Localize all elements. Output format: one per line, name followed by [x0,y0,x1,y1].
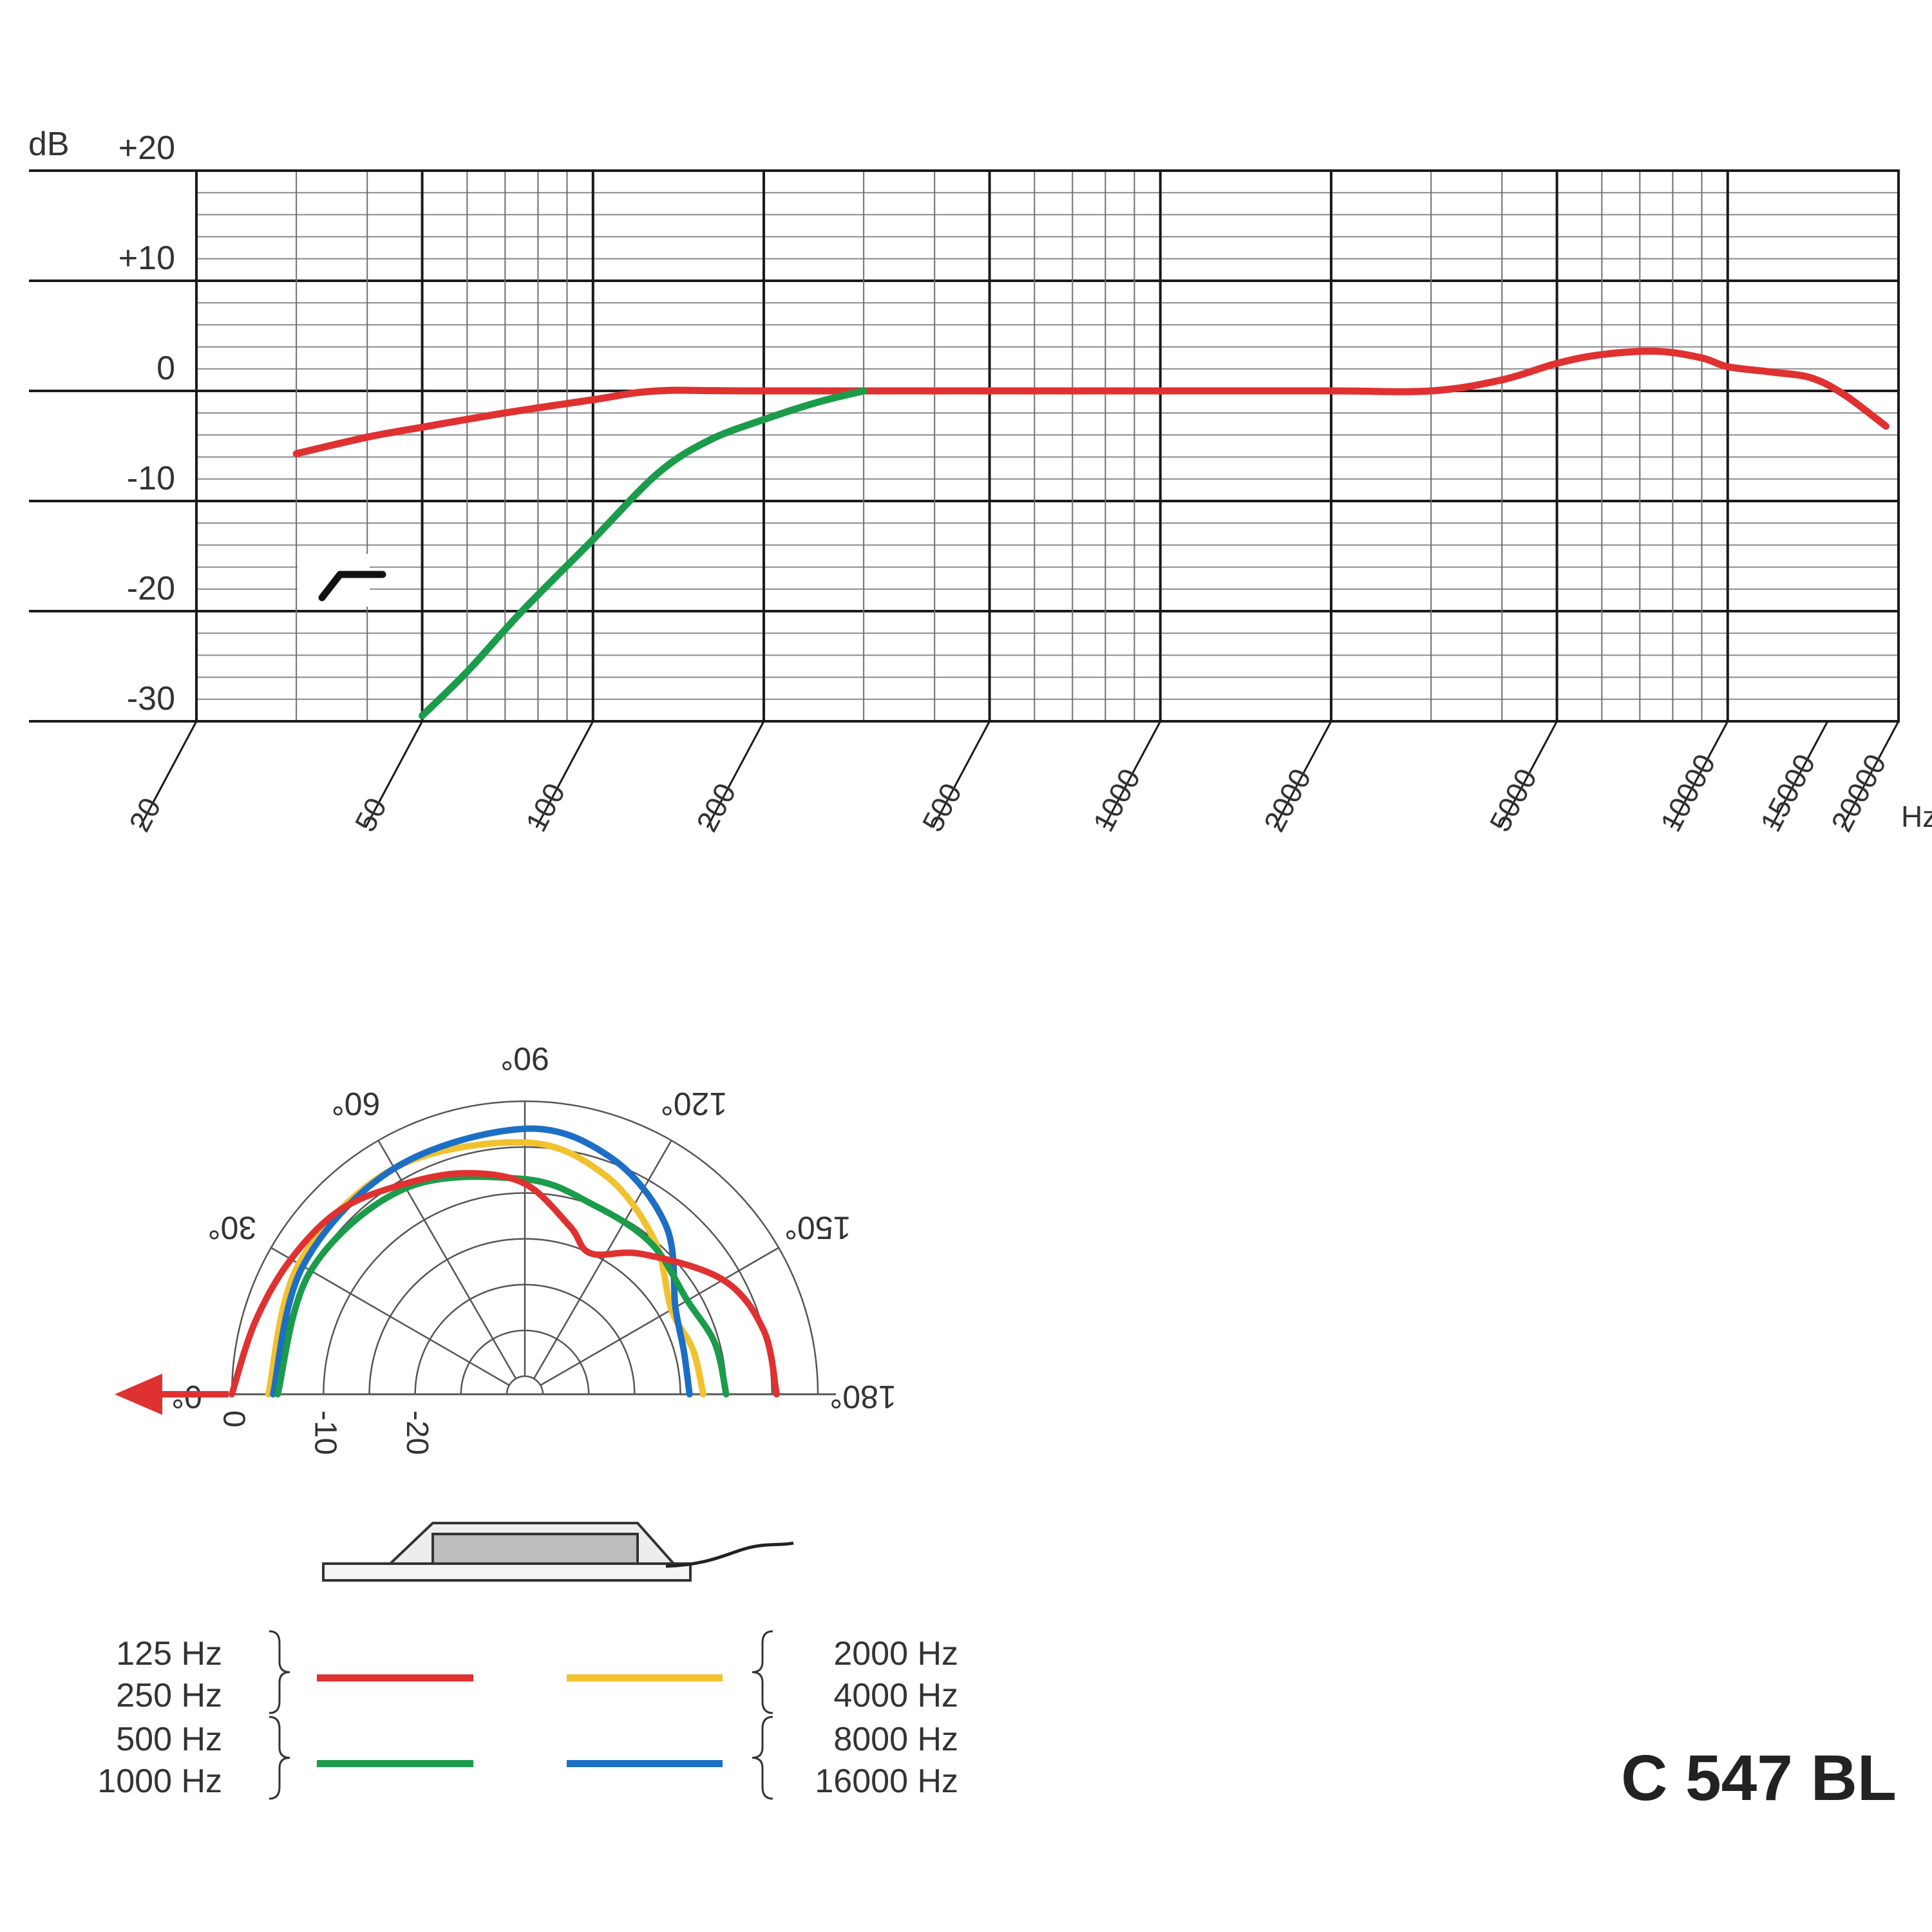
x-tick-leader [1770,721,1829,828]
polar-angle-label: 30° [208,1209,257,1245]
polar-center [506,1375,544,1395]
x-tick-label: 10000 [1654,748,1722,837]
x-tick-label: 15000 [1754,748,1822,837]
y-tick-label: -10 [127,460,175,497]
legend-label: 1000 Hz [97,1763,222,1800]
x-tick-labels: 20 50 100 200 500 1000 2000 5000 10000 15000 20000 [122,721,1900,837]
plot-frame [195,169,1900,723]
polar-spoke [270,1247,510,1387]
x-tick-leader [365,721,423,828]
x-tick-leader [1841,721,1900,828]
reference-arrow [115,1374,229,1415]
polar-radius-label: -10 [308,1410,343,1455]
legend-brace [269,1716,290,1800]
polar-spoke [540,1247,779,1387]
x-tick-leader [1670,721,1729,828]
y-unit-label: dB [28,126,70,163]
x-tick-label: 1000 [1086,763,1147,837]
high-pass-filter-icon [298,554,386,607]
polar-curves [229,1125,780,1397]
response-curves [292,347,1889,719]
legend-label: 125 Hz [116,1635,222,1672]
polar-curve-4 [270,1125,693,1397]
x-tick-label: 200 [690,778,743,837]
legend-group: 8000 Hz 16000 Hz [567,1716,958,1800]
x-tick-leader [1499,721,1558,828]
x-tick-label: 50 [348,792,393,837]
polar-curve-2 [274,1173,730,1397]
y-tick-label: 0 [156,350,175,387]
legend-brace [752,1630,773,1714]
legend-group: 2000 Hz 4000 Hz [567,1630,958,1714]
legend-group: 125 Hz 250 Hz [116,1630,473,1714]
response-curve-2 [419,387,867,719]
x-tick-leader [932,721,990,828]
x-tick-leader [706,721,765,828]
y-tick-label: +10 [118,240,175,277]
x-tick-label: 20 [122,792,167,837]
x-unit-label: Hz [1901,800,1932,833]
y-tick-labels: +20 +10 0 -10 -20 -30 [118,129,175,717]
x-tick-leader [535,721,594,828]
polar-spoke [377,1140,517,1379]
x-tick-leader [138,721,198,828]
polar-grid [231,1100,836,1395]
boundary-microphone-icon [322,1522,794,1582]
frequency-response-chart: +20 +10 0 -10 -20 -30 dB 20 50 100 200 500 1000 200… [28,126,1932,837]
legend-brace [752,1716,773,1800]
legend-label: 2000 Hz [833,1635,958,1672]
polar-angle-label: 90° [500,1041,549,1077]
y-tick-label: -30 [127,680,175,717]
frequency-grid [29,169,1900,723]
legend-label: 4000 Hz [833,1677,958,1714]
polar-angle-label: 60° [332,1086,381,1122]
polar-radius-label: -20 [400,1410,434,1455]
x-tick-label: 100 [519,778,572,837]
polar-pattern: 0°30°60°90°120°150°180° 0-10-20 [115,1041,896,1455]
x-tick-leader [1103,721,1162,828]
x-tick-label: 5000 [1483,763,1544,837]
legend-brace [269,1630,290,1714]
x-tick-leader [1273,721,1332,828]
legend-group: 500 Hz 1000 Hz [97,1716,473,1800]
x-tick-label: 2000 [1257,763,1318,837]
legend-label: 500 Hz [116,1721,222,1758]
response-curve-1 [292,347,1889,457]
x-tick-label: 500 [916,778,969,837]
polar-radius-labels: 0 -10 -20 [216,1410,434,1455]
polar-radius-label: 0 [216,1410,251,1428]
legend-label: 16000 Hz [815,1763,958,1800]
polar-curve-1 [229,1170,780,1397]
polar-angle-label: 180° [829,1379,896,1415]
polar-angle-label: 120° [661,1086,727,1122]
legend-label: 8000 Hz [833,1721,958,1758]
model-name: C 547 BL [1621,1742,1897,1814]
x-tick-label: 20000 [1824,748,1893,837]
polar-angle-label: 150° [784,1209,851,1245]
polar-spoke [533,1140,672,1379]
y-tick-label: -20 [127,570,175,607]
y-tick-label: +20 [118,129,175,167]
legend-label: 250 Hz [116,1677,222,1714]
